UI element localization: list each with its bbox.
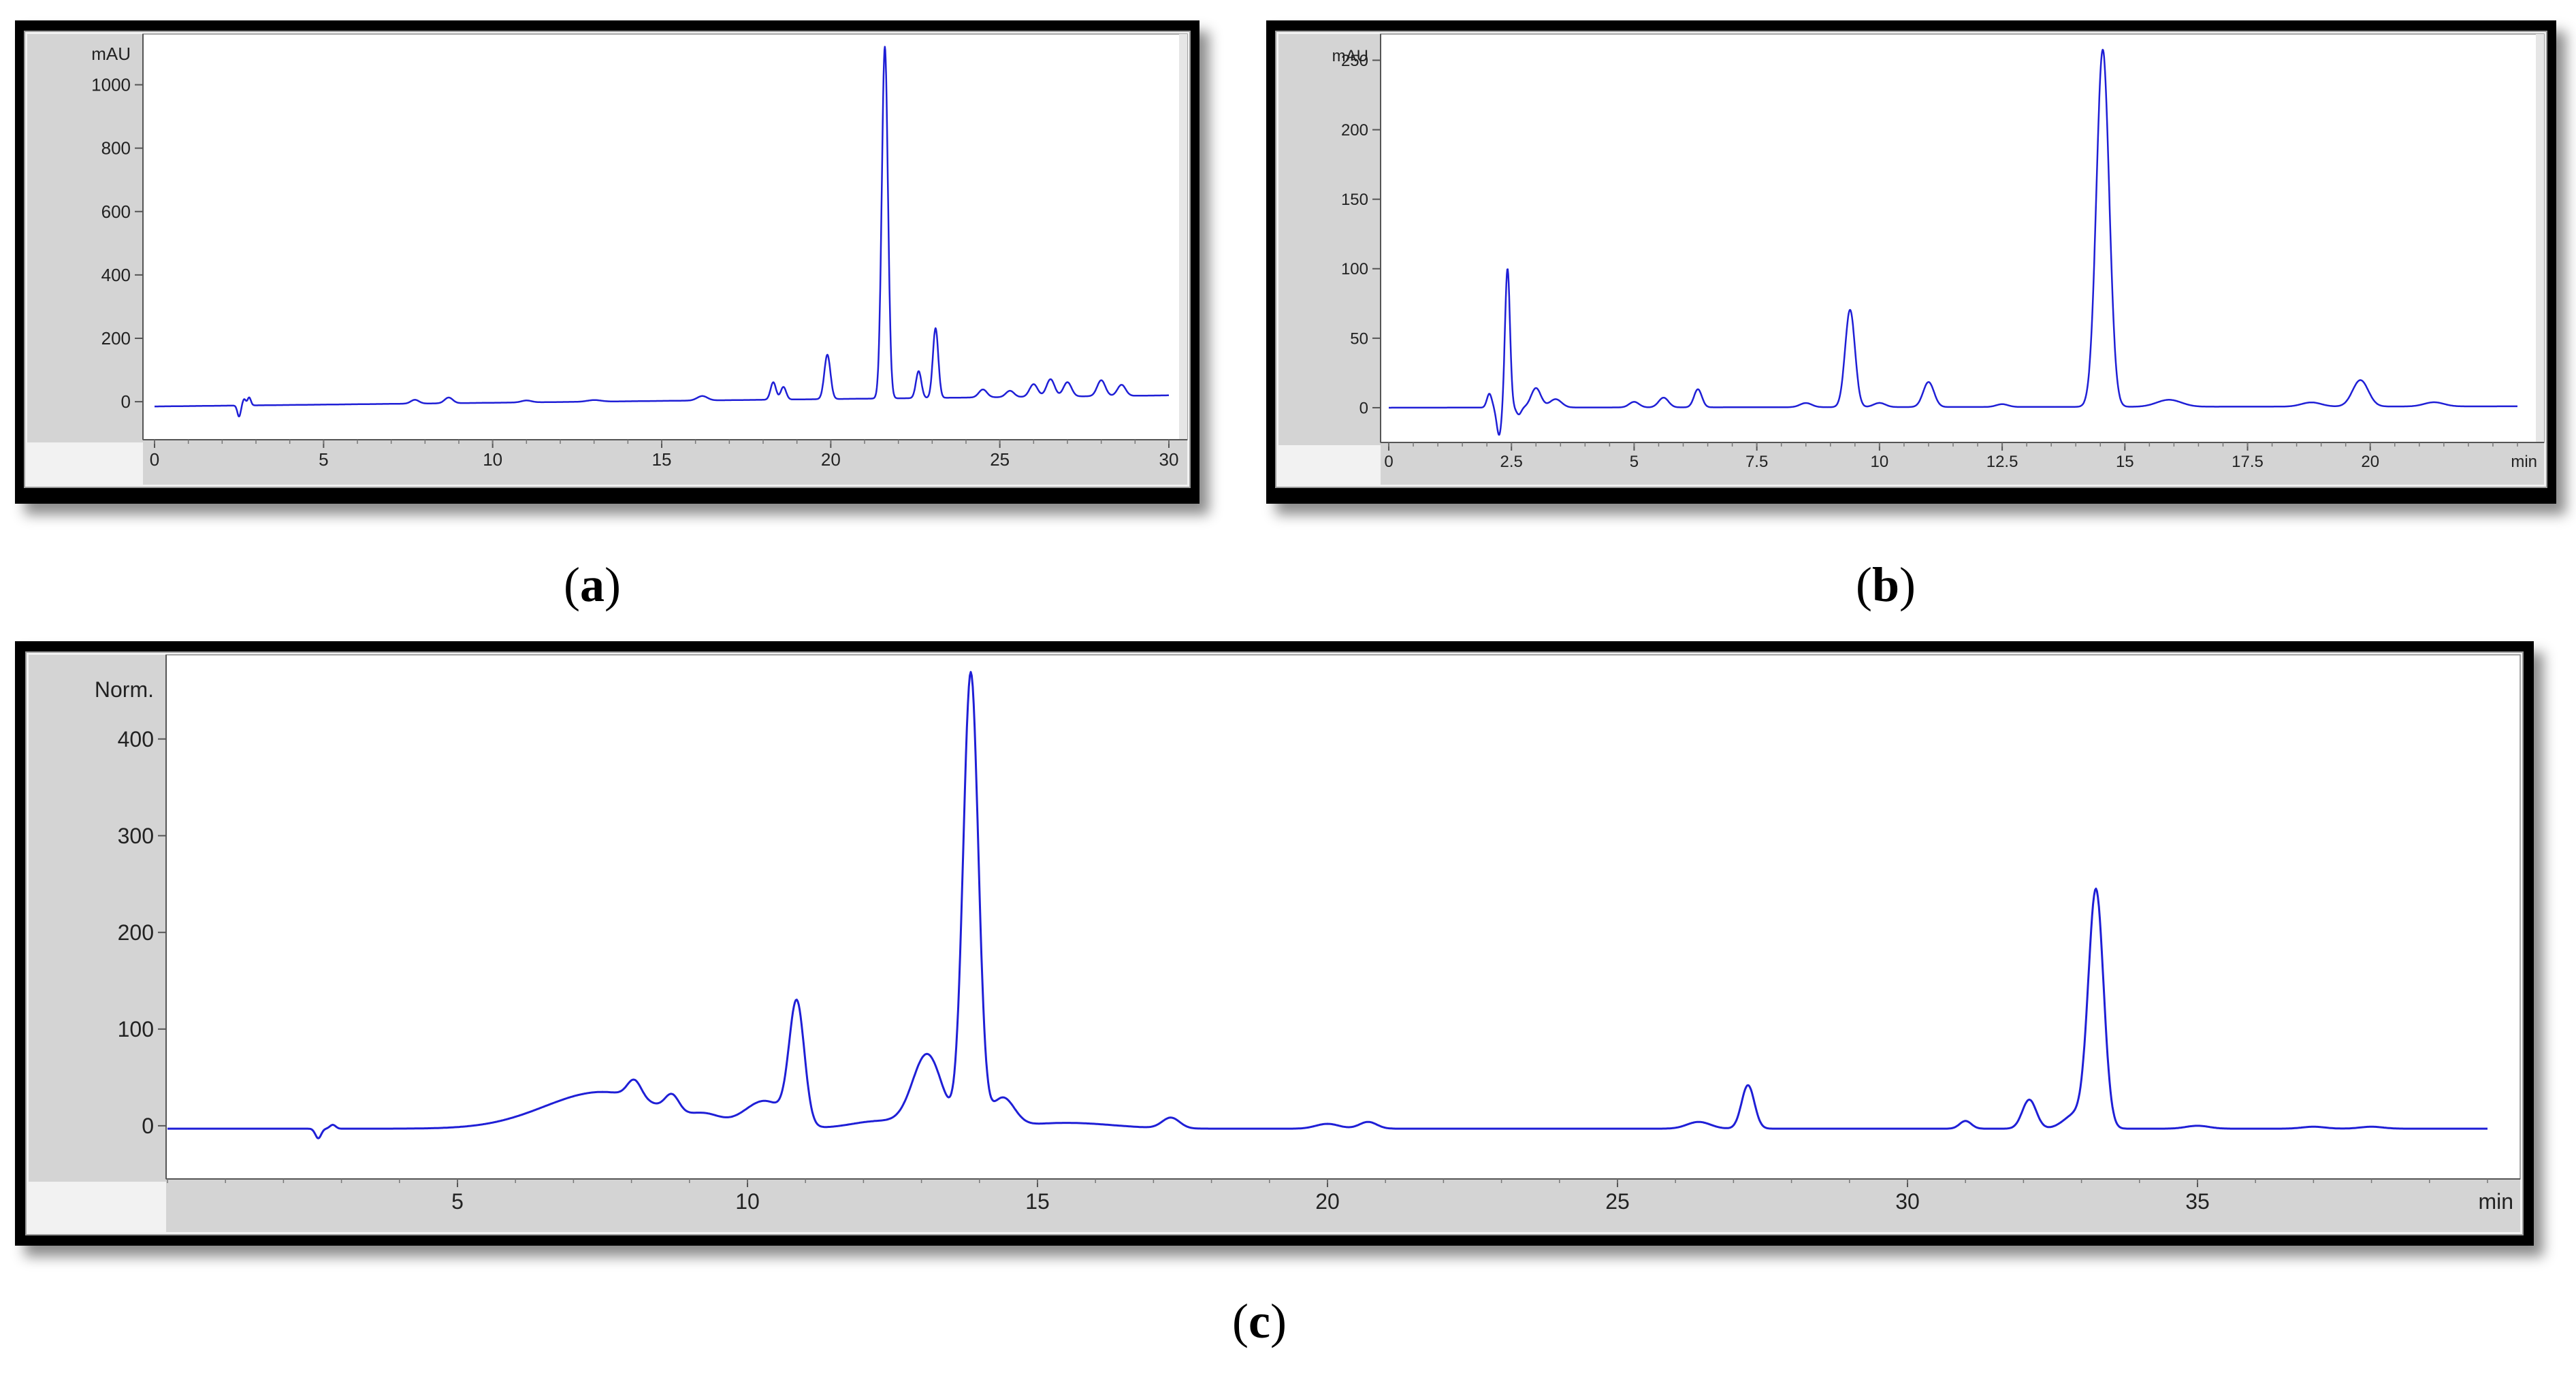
x-tick-label-a: 10	[483, 449, 502, 470]
y-tick-label-b: 50	[1350, 329, 1368, 348]
plot-area-c	[165, 654, 2521, 1180]
x-tick-label-c: 10	[735, 1189, 760, 1214]
y-tick-label-a: 400	[101, 265, 131, 285]
x-tick-label-a: 15	[652, 449, 672, 470]
panel-label-b: (b)	[1855, 557, 1916, 612]
x-tick-label-b: 0	[1384, 453, 1393, 471]
y-axis-area-b	[1278, 34, 1381, 445]
plot-area-a	[142, 33, 1188, 440]
y-unit-label-c: Norm.	[95, 677, 154, 702]
signal-trace-c	[167, 670, 2488, 1139]
x-tick-label-b: 20	[2361, 453, 2379, 471]
signal-trace-b	[1388, 48, 2518, 436]
x-tick-label-c: 15	[1025, 1189, 1050, 1214]
y-tick-label-a: 1000	[91, 75, 131, 95]
y-tick-label-c: 400	[118, 727, 154, 751]
y-tick-label-b: 0	[1359, 399, 1368, 417]
x-tick-label-c: 5	[451, 1189, 464, 1214]
chromatogram-b-frame: 0 50 100 150 200 250 mAU 0 2.5 5 7.5 10 12.5 15 17.5 20…	[1266, 20, 2556, 504]
plot-area-b	[1380, 33, 2545, 443]
x-axis-area-b	[1381, 442, 2544, 485]
x-tick-label-a: 25	[990, 449, 1010, 470]
chromatogram-a-frame: 0 200 400 600 800 1000 mAU 0 5 10 15 20 25 30	[15, 20, 1200, 504]
x-tick-label-b: 5	[1630, 453, 1639, 471]
chromatogram-c: 0 100 200 300 400 Norm. 5 10 15 20 25 30 35 min	[25, 651, 2524, 1235]
x-tick-label-b: 2.5	[1500, 453, 1523, 471]
x-tick-label-b: 17.5	[2232, 453, 2264, 471]
x-axis-area-c	[166, 1179, 2520, 1232]
y-tick-label-a: 800	[101, 138, 131, 159]
x-tick-label-b: 15	[2116, 453, 2134, 471]
x-unit-label-b: min	[2511, 453, 2537, 471]
y-tick-label-a: 200	[101, 328, 131, 349]
x-tick-label-c: 30	[1895, 1189, 1920, 1214]
x-tick-label-c: 35	[2185, 1189, 2210, 1214]
y-tick-label-c: 0	[142, 1114, 154, 1138]
chromatogram-c-frame: 0 100 200 300 400 Norm. 5 10 15 20 25 30 35 min	[15, 641, 2534, 1246]
y-unit-label-b: mAU	[1332, 47, 1368, 65]
panel-label-c: (c)	[1232, 1294, 1287, 1348]
y-tick-label-c: 100	[118, 1017, 154, 1041]
panel-label-a: (a)	[564, 557, 621, 612]
signal-trace-a	[154, 46, 1170, 418]
x-tick-label-b: 10	[1871, 453, 1889, 471]
y-tick-label-b: 150	[1341, 191, 1368, 209]
y-tick-label-b: 250	[1341, 52, 1368, 70]
y-tick-label-b: 100	[1341, 260, 1368, 278]
y-tick-label-b: 200	[1341, 121, 1368, 140]
x-tick-label-a: 20	[821, 449, 841, 470]
y-axis-area-a	[27, 34, 143, 442]
y-unit-label-a: mAU	[91, 44, 131, 64]
x-tick-label-b: 7.5	[1745, 453, 1768, 471]
x-unit-label-c: min	[2478, 1189, 2513, 1214]
x-tick-label-a: 0	[150, 449, 159, 470]
x-tick-label-a: 30	[1159, 449, 1179, 470]
y-tick-label-c: 300	[118, 824, 154, 848]
x-tick-label-a: 5	[319, 449, 328, 470]
scroll-strip-a	[1179, 34, 1187, 440]
y-tick-label-a: 0	[121, 391, 131, 412]
y-tick-label-c: 200	[118, 920, 154, 945]
y-axis-area-c	[29, 655, 166, 1182]
x-tick-label-c: 25	[1605, 1189, 1630, 1214]
x-axis-area-a	[143, 440, 1187, 485]
scroll-strip-b	[2536, 34, 2544, 442]
chromatogram-a: 0 200 400 600 800 1000 mAU 0 5 10 15 20 25 30	[24, 31, 1191, 488]
y-tick-label-a: 600	[101, 201, 131, 222]
x-tick-label-b: 12.5	[1986, 453, 2018, 471]
x-tick-label-c: 20	[1315, 1189, 1340, 1214]
